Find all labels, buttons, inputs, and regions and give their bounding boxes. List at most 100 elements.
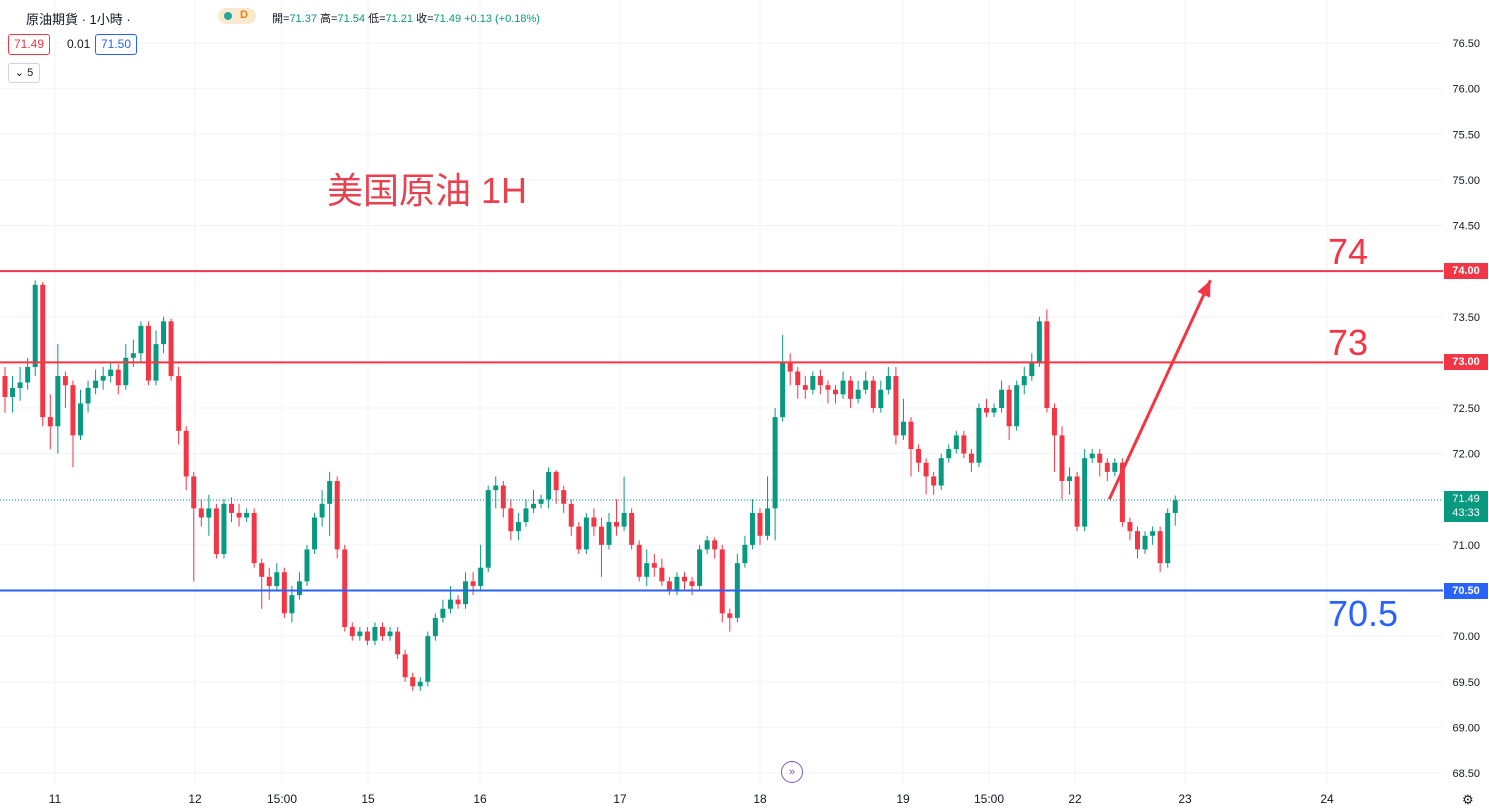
candle — [364, 627, 370, 646]
grid — [0, 0, 1443, 785]
low-label: 低 — [368, 13, 380, 25]
candle — [1172, 495, 1178, 526]
horizontal-lines — [0, 270, 1443, 592]
candle — [546, 467, 552, 509]
candle — [968, 449, 974, 472]
candle — [417, 677, 423, 691]
close-label: 收 — [416, 13, 428, 25]
candle — [749, 499, 755, 550]
candle — [183, 426, 189, 491]
time-tick-label: 11 — [49, 792, 62, 806]
candle — [138, 321, 144, 363]
candle — [561, 485, 567, 513]
market-status[interactable]: D — [218, 8, 256, 24]
candle — [168, 318, 174, 381]
candle — [659, 558, 665, 586]
price-axis: 76.5076.0075.5075.0074.5074.0073.5073.00… — [1452, 38, 1480, 780]
candle — [523, 499, 529, 527]
low-value: 71.21 — [385, 13, 414, 25]
candle — [1074, 471, 1080, 532]
candle — [833, 385, 838, 404]
indicators-count: 5 — [27, 67, 34, 79]
candle — [410, 672, 416, 691]
candle — [115, 364, 121, 395]
candle — [32, 280, 38, 377]
candle — [606, 512, 612, 550]
price-tick-label: 69.50 — [1452, 677, 1480, 689]
candle — [395, 627, 401, 659]
time-tick-label: 15:00 — [267, 792, 297, 806]
symbol-title[interactable]: 原油期貨 · 1小時 · — [26, 12, 131, 27]
candle — [508, 499, 514, 541]
market-open-dot-icon — [224, 12, 232, 20]
candle — [651, 554, 657, 577]
open-value: 71.37 — [289, 13, 317, 25]
candle — [2, 366, 8, 413]
candle — [689, 576, 695, 596]
candle — [727, 608, 733, 632]
candle — [236, 503, 242, 527]
candle — [885, 366, 891, 395]
candle — [591, 508, 597, 536]
candle — [1067, 467, 1073, 495]
candle — [908, 417, 914, 477]
candle — [765, 476, 771, 541]
candle — [893, 366, 899, 445]
candle — [538, 494, 544, 509]
candle — [1051, 403, 1057, 472]
candle — [1014, 380, 1020, 431]
indicators-collapse-button[interactable]: ⌄ 5 — [8, 63, 40, 83]
candle — [440, 599, 446, 623]
candle — [455, 595, 461, 609]
candle — [198, 499, 204, 527]
current-price-tag: 71.49 43:33 — [1444, 491, 1488, 522]
candle — [1150, 526, 1156, 545]
candle — [478, 544, 484, 591]
candle — [802, 376, 808, 399]
buy-price-button[interactable]: 71.50 — [95, 34, 138, 55]
candle — [1142, 531, 1148, 554]
current-price-value: 71.49 — [1452, 493, 1480, 505]
arrow-shaft — [1107, 279, 1212, 500]
price-tick-label: 75.00 — [1452, 175, 1480, 187]
time-tick-label: 24 — [1320, 792, 1334, 806]
candle — [629, 508, 635, 550]
candle — [576, 522, 582, 554]
candle — [644, 549, 650, 586]
time-tick-label: 15:00 — [974, 792, 1004, 806]
candle — [357, 627, 363, 641]
candle — [47, 394, 53, 450]
price-tag-70-5: 70.50 — [1444, 582, 1488, 599]
time-tick-label: 22 — [1068, 792, 1082, 806]
candle — [493, 476, 499, 509]
gear-icon[interactable]: ⚙ — [1462, 792, 1474, 807]
close-value: 71.49 — [433, 13, 462, 25]
level-label-70-5: 70.5 — [1328, 592, 1399, 634]
sell-price-button[interactable]: 71.49 — [8, 34, 51, 55]
candles — [2, 280, 1178, 691]
candle — [145, 321, 151, 386]
candle — [221, 499, 227, 559]
candle — [1082, 449, 1088, 532]
high-label: 高 — [320, 13, 332, 25]
candle — [568, 499, 574, 536]
candle — [674, 572, 680, 596]
candle — [848, 376, 854, 408]
candle — [1135, 526, 1140, 559]
candle — [583, 512, 589, 554]
candle — [485, 485, 491, 573]
candle — [296, 572, 302, 600]
candle — [704, 535, 710, 554]
candle — [319, 490, 325, 527]
high-value: 71.54 — [337, 13, 365, 25]
time-tick-label: 12 — [188, 792, 202, 806]
candle — [515, 512, 521, 541]
candle — [176, 366, 182, 445]
candle — [1165, 508, 1171, 568]
candle — [878, 380, 884, 413]
candle — [432, 613, 438, 641]
candle — [334, 476, 340, 559]
arrow-head — [1197, 280, 1211, 298]
go-to-realtime-icon[interactable]: » — [781, 761, 803, 783]
